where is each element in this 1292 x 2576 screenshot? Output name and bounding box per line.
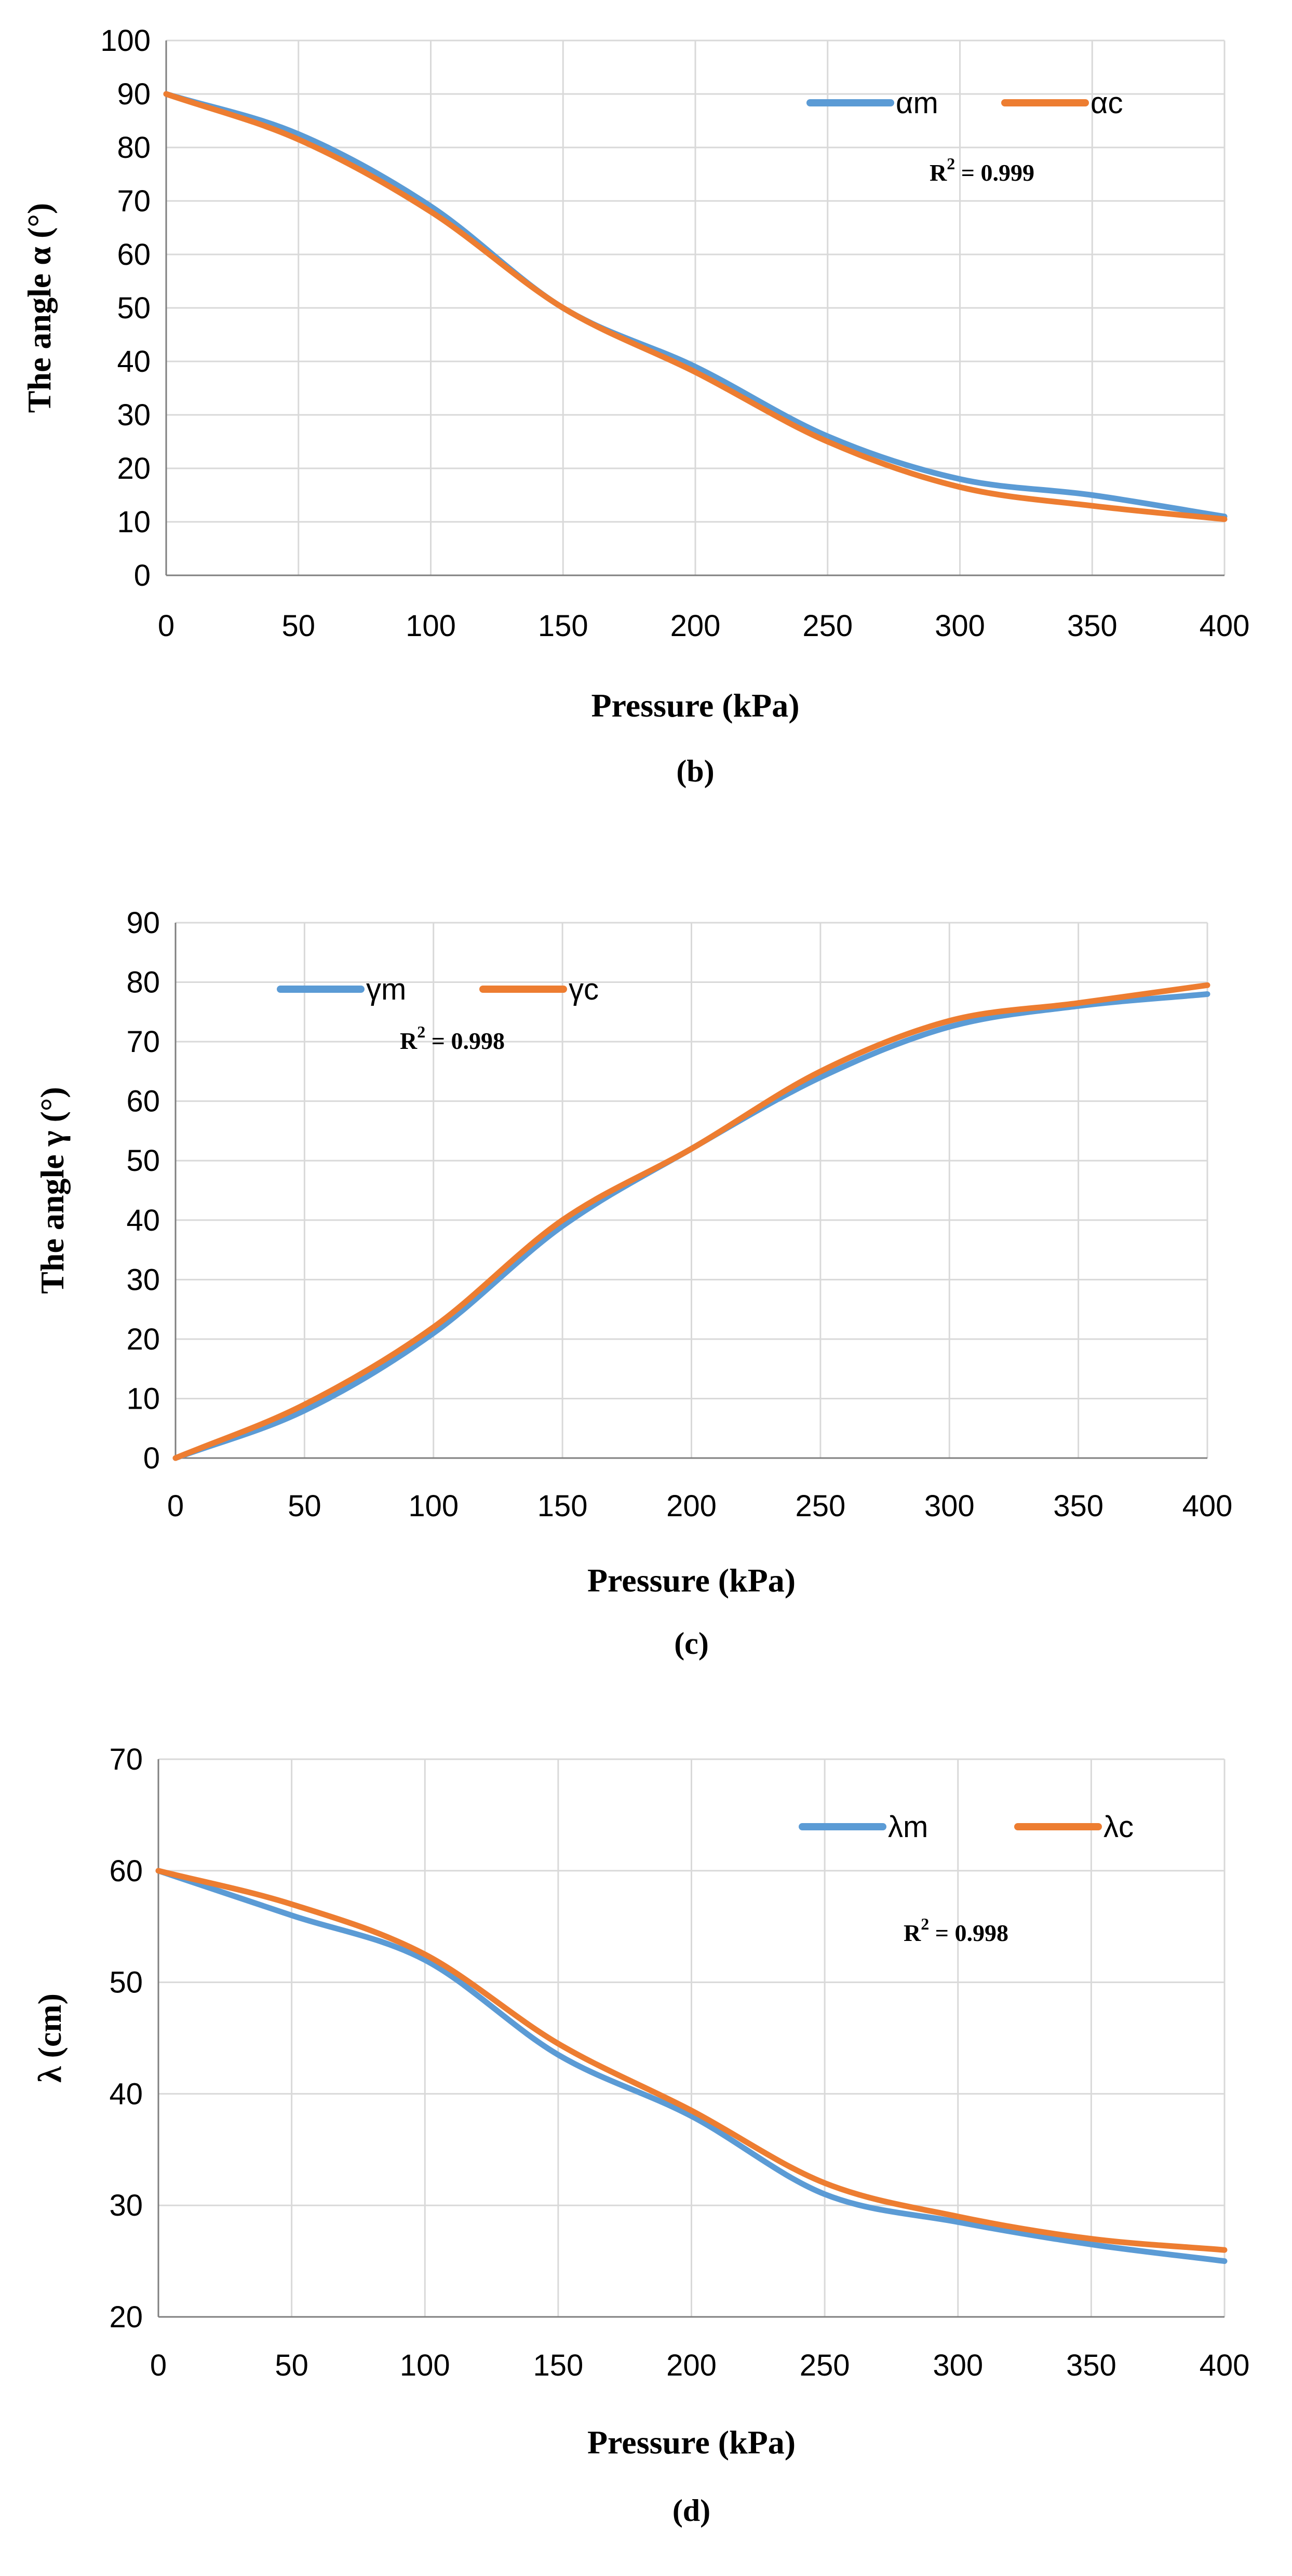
x-tick-label: 400 <box>1182 1489 1233 1523</box>
chart-panel-d: 20 30 40 50 60 70 0 50 100 150 200 250 300 350 400 Pres… <box>31 1743 1249 2528</box>
series-line-αm <box>163 91 1228 520</box>
x-tick-label: 300 <box>935 609 985 643</box>
x-tick-label: 250 <box>802 609 853 643</box>
x-tick-label: 100 <box>400 2349 450 2382</box>
legend-label: αc <box>1091 86 1123 120</box>
x-tick-label: 50 <box>288 1489 321 1523</box>
r-squared-letter: R <box>400 1028 418 1054</box>
y-tick-label: 50 <box>126 1144 160 1178</box>
r-squared-letter: R <box>904 1920 921 1946</box>
y-tick-label: 70 <box>126 1025 160 1059</box>
y-tick-label: 70 <box>117 184 151 218</box>
y-tick-label: 60 <box>109 1854 143 1888</box>
y-tick-label: 20 <box>117 452 151 485</box>
y-tick-label: 40 <box>126 1204 160 1237</box>
y-tick-label: 70 <box>109 1743 143 1776</box>
y-tick-label: 40 <box>117 345 151 379</box>
x-tick-label: 0 <box>150 2349 167 2382</box>
chart-panel-b: 0 10 20 30 40 50 60 70 80 90 100 0 50 100 150 200 250 300… <box>21 24 1249 788</box>
series-line-γc <box>172 982 1210 1461</box>
x-axis-title: Pressure (kPa) <box>591 687 799 724</box>
legend-label: αm <box>896 86 938 120</box>
x-tick-label: 50 <box>275 2349 308 2382</box>
figure-caption: (b) <box>676 754 714 788</box>
x-tick-label: 200 <box>666 2349 717 2382</box>
y-tick-label: 60 <box>117 238 151 272</box>
x-tick-label: 400 <box>1200 2349 1250 2382</box>
y-tick-label: 30 <box>117 398 151 432</box>
legend-label: γm <box>366 973 406 1006</box>
x-tick-label: 350 <box>1066 2349 1116 2382</box>
x-tick-label: 300 <box>933 2349 983 2382</box>
x-axis-title: Pressure (kPa) <box>587 2424 796 2461</box>
x-tick-label: 350 <box>1067 609 1118 643</box>
x-tick-label: 50 <box>281 609 315 643</box>
y-tick-label: 0 <box>143 1441 160 1475</box>
x-tick-label: 250 <box>795 1489 845 1523</box>
y-tick-label: 50 <box>117 291 151 325</box>
legend-label: λm <box>888 1810 928 1844</box>
r-squared-value: = 0.998 <box>425 1028 505 1054</box>
y-tick-label: 20 <box>109 2300 143 2334</box>
x-tick-label: 200 <box>666 1489 717 1523</box>
x-tick-label: 400 <box>1200 609 1250 643</box>
x-tick-label: 350 <box>1053 1489 1103 1523</box>
x-tick-label: 250 <box>800 2349 850 2382</box>
r-squared-annotation: R2 = 0.999 <box>930 154 1034 186</box>
x-tick-label: 300 <box>924 1489 975 1523</box>
x-tick-label: 150 <box>537 1489 588 1523</box>
r-squared-exponent: 2 <box>947 154 955 173</box>
y-axis-title: λ (cm) <box>31 1993 68 2083</box>
r-squared-annotation: R2 = 0.998 <box>904 1914 1008 1946</box>
x-tick-label: 100 <box>406 609 456 643</box>
y-tick-label: 60 <box>126 1085 160 1118</box>
y-axis-title: The angle α (°) <box>21 203 58 413</box>
chart-panel-c: 0 10 20 30 40 50 60 70 80 90 0 50 100 150 200 250 300 350… <box>34 906 1232 1661</box>
y-axis-title: The angle γ (°) <box>34 1087 71 1294</box>
r-squared-exponent: 2 <box>921 1914 929 1933</box>
y-tick-label: 80 <box>126 966 160 1000</box>
series-line-λm <box>155 1868 1228 2264</box>
y-tick-label: 90 <box>126 906 160 940</box>
figure-caption: (c) <box>674 1626 709 1661</box>
x-tick-label: 150 <box>533 2349 583 2382</box>
y-tick-label: 30 <box>126 1263 160 1297</box>
y-tick-label: 100 <box>100 24 151 58</box>
x-tick-label: 100 <box>408 1489 459 1523</box>
legend-label: γc <box>569 973 599 1006</box>
y-tick-label: 20 <box>126 1323 160 1356</box>
x-tick-label: 150 <box>538 609 588 643</box>
y-tick-label: 10 <box>126 1382 160 1415</box>
legend-label: λc <box>1103 1810 1134 1844</box>
x-tick-label: 0 <box>158 609 174 643</box>
x-axis-title: Pressure (kPa) <box>587 1562 796 1599</box>
series-line-αc <box>163 91 1228 522</box>
y-tick-label: 40 <box>109 2077 143 2111</box>
y-tick-label: 80 <box>117 131 151 165</box>
x-tick-label: 200 <box>670 609 721 643</box>
x-tick-label: 0 <box>167 1489 184 1523</box>
series-line-λc <box>155 1868 1228 2253</box>
r-squared-value: = 0.999 <box>955 159 1034 186</box>
figure-caption: (d) <box>672 2493 710 2528</box>
y-tick-label: 0 <box>134 559 151 592</box>
y-tick-label: 30 <box>109 2189 143 2222</box>
r-squared-exponent: 2 <box>417 1022 425 1041</box>
r-squared-value: = 0.998 <box>929 1920 1008 1946</box>
y-tick-label: 90 <box>117 77 151 111</box>
r-squared-letter: R <box>930 159 947 186</box>
y-tick-label: 10 <box>117 505 151 539</box>
y-tick-label: 50 <box>109 1966 143 2000</box>
r-squared-annotation: R2 = 0.998 <box>400 1022 505 1054</box>
